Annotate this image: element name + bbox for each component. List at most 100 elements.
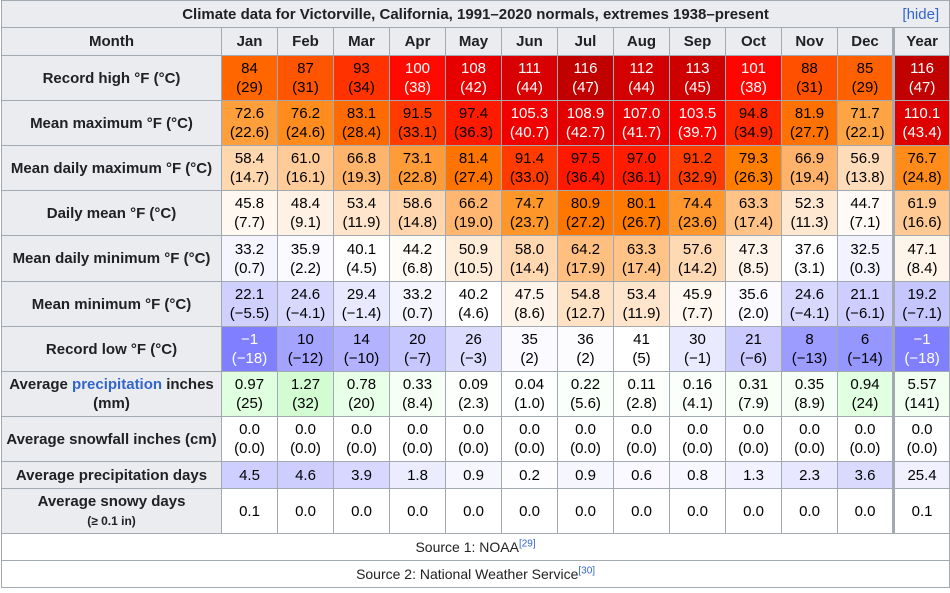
- cell-value-imperial: 107.0: [622, 105, 661, 122]
- cell-value-metric: (0.7): [234, 259, 265, 277]
- data-cell: 4.6: [277, 461, 334, 489]
- data-cell: 81.9 (27.7): [781, 100, 838, 146]
- cell-value: 0.0: [743, 502, 764, 520]
- cell-value-imperial: 73.1: [402, 150, 433, 167]
- data-cell: 3.6: [837, 461, 894, 489]
- data-cell: 53.4 (11.9): [613, 281, 670, 327]
- data-cell: 111 (44): [501, 55, 558, 101]
- cell-value-metric: (16.6): [902, 214, 942, 231]
- cell-value-metric: (25): [236, 395, 263, 412]
- cell-value-metric: (17.4): [621, 259, 662, 277]
- cell-value-metric: (0.0): [290, 440, 321, 457]
- month-header-jul: Jul: [557, 27, 614, 56]
- cell-value: 0.0: [854, 502, 876, 520]
- cell-value-imperial: 66.9: [794, 150, 825, 167]
- cell-value-imperial: 91.2: [682, 150, 713, 167]
- data-cell: 47.1 (8.4): [891, 235, 950, 282]
- cell-value-metric: (23.6): [677, 214, 718, 231]
- cell-value: 0.0: [575, 502, 596, 520]
- data-cell: 32.5 (0.3): [837, 235, 894, 282]
- month-header-row: Month Jan Feb Mar Apr May Jun Jul Aug Se…: [1, 27, 950, 56]
- cell-value-imperial: 79.3: [738, 150, 769, 167]
- cell-value-imperial: 66.8: [346, 150, 377, 167]
- table-row: Daily mean °F (°C) 45.8 (7.7) 48.4 (9.1) 53.4…: [1, 190, 950, 236]
- data-cell: 91.2 (32.9): [669, 145, 726, 191]
- cell-value-metric: (14.7): [229, 169, 270, 186]
- month-header: Month: [1, 27, 222, 56]
- data-cell: 40.1 (4.5): [333, 235, 390, 282]
- cell-value-metric: (0.0): [682, 440, 713, 457]
- data-cell: 21 (−6): [725, 326, 782, 372]
- cell-value-metric: (−18): [231, 350, 268, 367]
- cell-value-imperial: 56.9: [850, 150, 880, 167]
- data-cell: 73.1 (22.8): [389, 145, 446, 191]
- cell-value-metric: (0.0): [402, 440, 433, 457]
- cell-value-imperial: 116: [910, 60, 935, 77]
- data-cell: −1 (−18): [221, 326, 278, 372]
- row-label: Average precipitation days: [1, 461, 222, 489]
- data-cell: 48.4 (9.1): [277, 190, 334, 236]
- data-cell: 5.57 (141): [891, 371, 950, 417]
- cell-value-imperial: 21: [745, 331, 762, 348]
- cell-value-metric: (0.0): [346, 440, 377, 457]
- data-cell: 8 (−13): [781, 326, 838, 372]
- row-label: Mean daily maximum °F (°C): [1, 145, 222, 191]
- cell-value-metric: (38): [740, 79, 767, 96]
- row-label: Mean maximum °F (°C): [1, 100, 222, 146]
- data-cell: 20 (−7): [389, 326, 446, 372]
- cell-value: 0.0: [519, 502, 540, 520]
- precipitation-link[interactable]: precipitation: [72, 376, 163, 393]
- cell-value: 0.0: [295, 502, 316, 520]
- cell-value-imperial: 76.7: [907, 150, 937, 167]
- cell-value-imperial: 53.4: [626, 286, 657, 303]
- month-header-sep: Sep: [669, 27, 726, 56]
- month-header-oct: Oct: [725, 27, 782, 56]
- cell-value-imperial: 74.4: [682, 195, 713, 212]
- data-cell: 0.0: [277, 488, 334, 534]
- data-cell: 3.9: [333, 461, 390, 489]
- cell-value-imperial: 19.2: [907, 286, 937, 303]
- cell-value: 0.2: [519, 466, 540, 484]
- data-cell: 83.1 (28.4): [333, 100, 390, 146]
- cell-value-metric: (42.7): [565, 124, 606, 141]
- cell-value-metric: (23.7): [509, 214, 550, 231]
- cell-value-imperial: 0.31: [738, 376, 769, 393]
- cell-value-imperial: 87: [297, 60, 314, 77]
- cell-value-metric: (0.0): [794, 440, 825, 457]
- cell-value: 2.3: [799, 466, 820, 484]
- row-label: Mean daily minimum °F (°C): [1, 235, 222, 282]
- cell-value-imperial: 91.4: [514, 150, 545, 167]
- data-cell: 72.6 (22.6): [221, 100, 278, 146]
- data-cell: 1.3: [725, 461, 782, 489]
- data-cell: 0.0 (0.0): [669, 416, 726, 462]
- data-cell: 76.2 (24.6): [277, 100, 334, 146]
- data-cell: 0.8: [669, 461, 726, 489]
- month-header-year: Year: [891, 27, 950, 56]
- cell-value: 0.9: [463, 466, 484, 484]
- cell-value-metric: (0.7): [402, 305, 433, 322]
- data-cell: 53.4 (11.9): [333, 190, 390, 236]
- source-2-citation-link[interactable]: [30]: [578, 564, 596, 576]
- data-cell: 0.11 (2.8): [613, 371, 670, 417]
- data-cell: 0.0: [445, 488, 502, 534]
- cell-value-imperial: 40.2: [458, 286, 489, 303]
- data-cell: 0.0: [837, 488, 894, 534]
- source-1-citation-link[interactable]: [29]: [518, 537, 536, 549]
- hide-toggle-link[interactable]: [hide]: [902, 6, 940, 23]
- cell-value-imperial: 93: [353, 60, 370, 77]
- data-cell: 4.5: [221, 461, 278, 489]
- cell-value-imperial: 52.3: [794, 195, 825, 212]
- data-cell: 63.3 (17.4): [725, 190, 782, 236]
- cell-value: 0.9: [575, 466, 596, 484]
- cell-value-metric: (6.8): [402, 259, 433, 277]
- cell-value-imperial: 57.6: [682, 240, 713, 258]
- cell-value-imperial: 108: [460, 60, 487, 77]
- cell-value-imperial: 10: [297, 331, 314, 348]
- cell-value-metric: (19.4): [789, 169, 830, 186]
- cell-value-metric: (36.3): [453, 124, 494, 141]
- cell-value: 25.4: [907, 466, 937, 484]
- cell-value-metric: (0.0): [514, 440, 545, 457]
- cell-value-metric: (4.1): [682, 395, 713, 412]
- cell-value-imperial: 81.9: [794, 105, 825, 122]
- climate-table-body: Record high °F (°C) 84 (29) 87 (31) 93 (34) 100…: [1, 55, 950, 534]
